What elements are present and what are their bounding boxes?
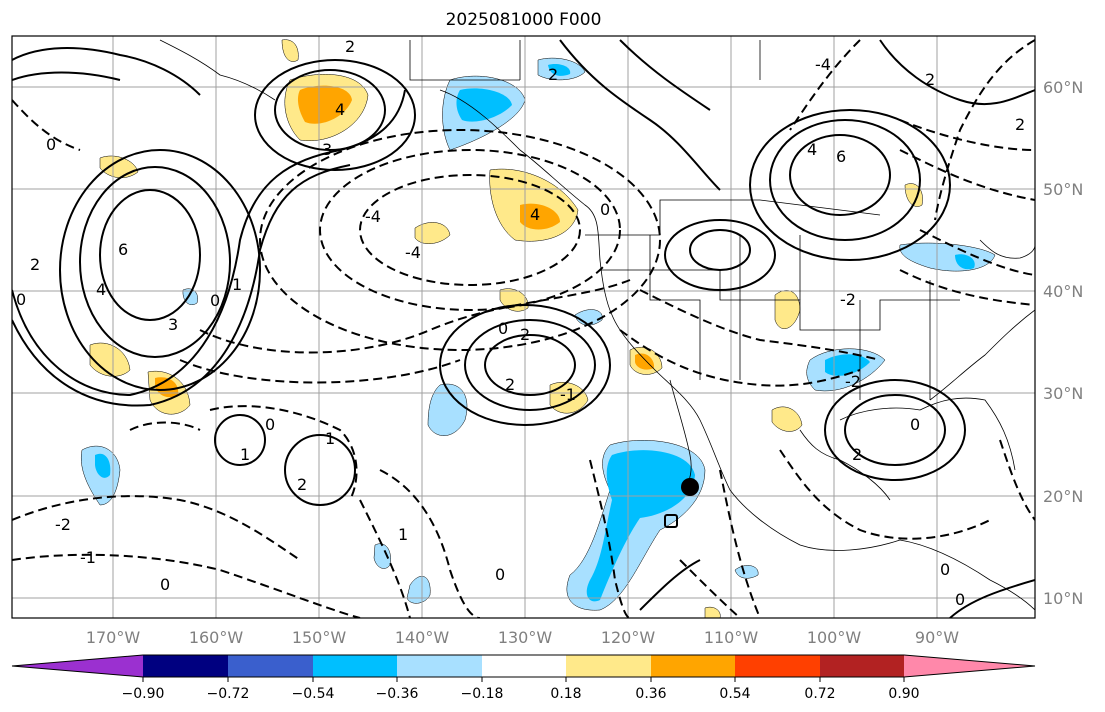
colorbar-tick: −0.18 [461,686,504,702]
colorbar-segment [313,655,397,677]
contour-label: 0 [600,200,610,219]
contour-label: 4 [807,140,817,159]
contour-label: 0 [265,415,275,434]
contour-label: 0 [495,565,505,584]
contour-label: -4 [815,55,831,74]
lat-label: 10°N [1043,589,1083,608]
contour-label: 4 [335,100,345,119]
colorbar-tick: −0.36 [376,686,419,702]
lat-label: 50°N [1043,180,1083,199]
colorbar: −0.90 −0.72 −0.54 −0.36 −0.18 0.18 0.36 … [11,654,1036,702]
colorbar-tick: 0.18 [550,686,581,702]
colorbar-tick: 0.36 [635,686,666,702]
colorbar-tick: 0.54 [719,686,750,702]
latitude-labels: 60°N 50°N 40°N 30°N 20°N 10°N [1043,78,1083,608]
contour-label: -4 [405,243,421,262]
contour-label: 1 [325,429,335,448]
lon-label: 120°W [601,628,656,647]
lon-label: 140°W [395,628,450,647]
contour-label: 0 [910,415,920,434]
graticule [12,36,1035,618]
contour-label: 2 [345,37,355,56]
colorbar-extend-right [904,655,1035,677]
shading-layer [80,39,996,618]
contour-label: 2 [30,255,40,274]
contour-label: 4 [530,205,540,224]
map-background [12,36,1035,618]
lon-label: 130°W [498,628,553,647]
colorbar-segment [735,655,820,677]
contour-label: 2 [297,475,307,494]
contour-label: 4 [96,280,106,299]
contour-label: 3 [322,140,332,159]
contour-label: -1 [80,548,96,567]
contour-label: 2 [548,65,558,84]
lon-label: 90°W [915,628,959,647]
colorbar-segment [482,655,566,677]
contour-label: 2 [925,70,935,89]
contour-label: 0 [16,290,26,309]
contour-label: 1 [398,525,408,544]
contour-label: -1 [560,385,576,404]
lon-label: 100°W [807,628,862,647]
contour-label: 2 [520,325,530,344]
colorbar-segment [228,655,313,677]
contour-label: 1 [232,275,242,294]
contour-label: 2 [1015,115,1025,134]
contour-label: 1 [240,445,250,464]
colorbar-segment [143,655,228,677]
contour-label: 0 [210,291,220,310]
contour-label: 2 [852,445,862,464]
colorbar-segment [566,655,651,677]
contour-label: 0 [940,560,950,579]
colorbar-tick: 0.72 [804,686,835,702]
colorbar-tick: −0.54 [292,686,335,702]
lon-label: 150°W [292,628,347,647]
longitude-labels: 170°W 160°W 150°W 140°W 130°W 120°W 110°… [86,628,959,647]
map-frame [11,35,1036,619]
contour-labels: 0 2 4 3 2 6 4 3 0 1 0 2 4 -4 -4 2 0 -4 6… [16,37,1025,609]
lat-label: 60°N [1043,78,1083,97]
contour-label: 3 [168,315,178,334]
colorbar-tick: 0.90 [888,686,919,702]
contour-label: -2 [55,515,71,534]
contour-label: 0 [498,319,508,338]
lon-label: 160°W [189,628,244,647]
lat-label: 30°N [1043,384,1083,403]
contour-label: -2 [840,290,856,309]
lat-label: 40°N [1043,282,1083,301]
contour-label: 0 [955,590,965,609]
dashed-contours [12,39,1035,618]
colorbar-segment [651,655,735,677]
contour-label: -2 [845,372,861,391]
lon-label: 170°W [86,628,141,647]
map-title: 2025081000 F000 [445,10,602,30]
location-marker [681,478,699,496]
colorbar-extend-left [12,655,143,677]
contour-label: 6 [118,240,128,259]
lat-label: 20°N [1043,487,1083,506]
contour-label: 0 [46,135,56,154]
contour-label: 2 [505,375,515,394]
contour-label: 6 [836,147,846,166]
contour-label: 0 [160,575,170,594]
contour-label: -4 [365,207,381,226]
colorbar-segment [397,655,482,677]
lon-label: 110°W [704,628,759,647]
solid-contours [12,39,1035,618]
colorbar-segment [820,655,904,677]
colorbar-tick: −0.72 [207,686,250,702]
colorbar-tick: −0.90 [122,686,165,702]
